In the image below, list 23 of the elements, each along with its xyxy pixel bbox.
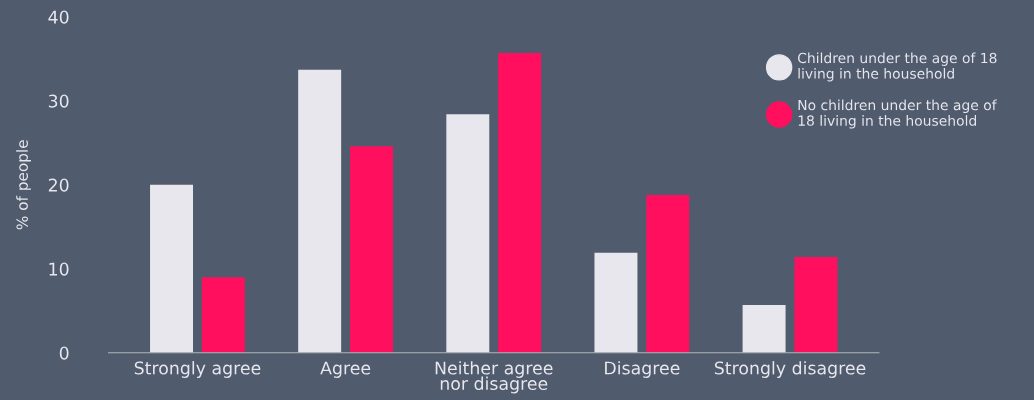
x-tick-label: Strongly agree: [134, 361, 261, 378]
y-tick-label: 0: [59, 346, 69, 360]
y-tick-label: 10: [49, 262, 69, 276]
legend-label: Children under the age of 18 living in the household: [797, 52, 997, 82]
bar: [201, 277, 245, 353]
x-tick-label: Agree: [320, 361, 371, 378]
bar: [446, 114, 490, 353]
bar: [594, 252, 638, 353]
bar: [150, 184, 194, 353]
x-tick-label: Strongly disagree: [714, 361, 866, 378]
y-tick-label: 40: [48, 10, 69, 24]
y-axis-title: % of people: [16, 140, 31, 230]
bar: [742, 304, 786, 353]
y-tick-label: 30: [48, 94, 69, 108]
bar: [794, 257, 838, 353]
bar: [646, 194, 690, 353]
legend-label: No children under the age of 18 living in the household: [798, 99, 997, 129]
bar: [350, 146, 393, 353]
y-tick-label: 20: [48, 178, 69, 192]
bar: [298, 69, 342, 353]
x-tick-label: Neither agree nor disagree: [435, 361, 553, 394]
x-tick-label: Disagree: [605, 361, 680, 378]
bar: [498, 52, 542, 353]
